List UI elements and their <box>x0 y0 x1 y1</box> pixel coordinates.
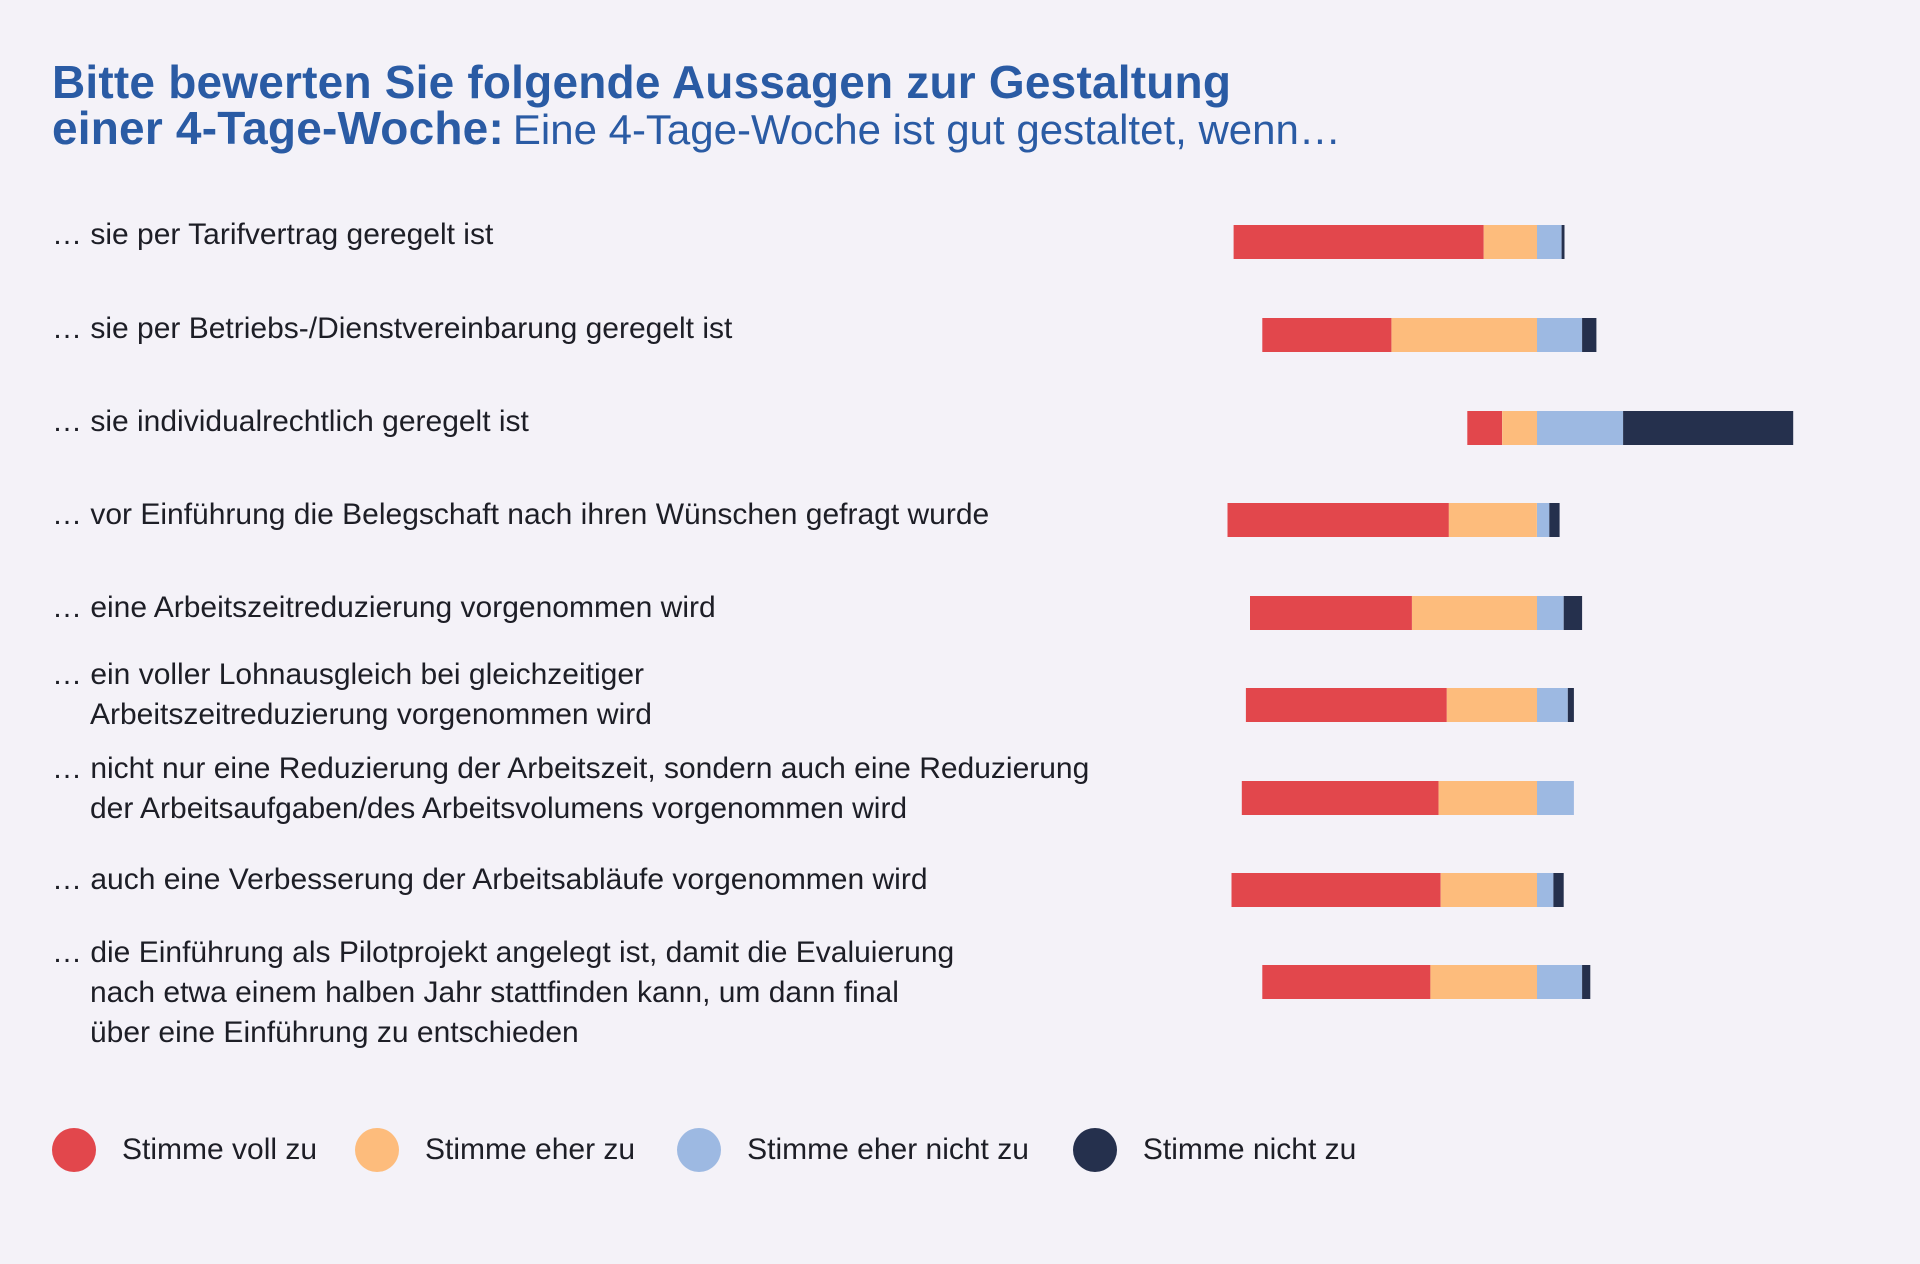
bar-segment <box>1446 688 1537 722</box>
category-label-line: … nicht nur eine Reduzierung der Arbeits… <box>52 752 1090 785</box>
chart-title: Bitte bewerten Sie folgende Aussagen zur… <box>52 59 1552 153</box>
bar-segment <box>1467 411 1503 445</box>
bar-segment <box>1549 503 1560 537</box>
bar-segment <box>1440 873 1537 907</box>
legend-swatch <box>52 1128 96 1172</box>
category-label-line: … sie per Betriebs-/Dienstvereinbarung g… <box>52 312 733 345</box>
legend-label: Stimme voll zu <box>122 1133 318 1166</box>
category-label-line: Arbeitszeitreduzierung vorgenommen wird <box>90 698 652 731</box>
bar-segment <box>1537 411 1624 445</box>
legend-label: Stimme eher nicht zu <box>747 1133 1029 1166</box>
bar-segment <box>1537 965 1583 999</box>
bar-segment <box>1563 596 1583 630</box>
bar-segment <box>1623 411 1794 445</box>
category-label: … die Einführung als Pilotprojekt angele… <box>52 933 1232 1053</box>
category-label-line: … sie individualrechtlich geregelt ist <box>52 405 529 438</box>
bar-segment <box>1483 225 1537 259</box>
bar-segment <box>1448 503 1537 537</box>
bar-segment <box>1537 318 1583 352</box>
legend-item: Stimme voll zu <box>52 1128 317 1172</box>
category-label: … ein voller Lohnausgleich bei gleichzei… <box>52 655 1232 735</box>
legend-item: Stimme eher nicht zu <box>677 1128 1029 1172</box>
category-label-line: über eine Einführung zu entschieden <box>90 1016 579 1049</box>
bar-segment <box>1430 965 1537 999</box>
bar-segment <box>1537 225 1562 259</box>
bar-segment <box>1231 873 1441 907</box>
legend-swatch <box>1072 1128 1117 1172</box>
bar-segment <box>1412 596 1537 630</box>
bar-segment <box>1438 781 1537 815</box>
bar-segment <box>1567 688 1574 722</box>
bar-segment <box>1537 596 1564 630</box>
legend-swatch <box>355 1128 400 1172</box>
chart-legend: Stimme voll zu Stimme eher zu Stimme eher … <box>52 1128 1356 1172</box>
category-label: … sie individualrechtlich geregelt ist <box>52 402 1232 442</box>
legend-label: Stimme nicht zu <box>1142 1133 1357 1166</box>
legend-item: Stimme eher zu <box>355 1128 635 1172</box>
bar-segment <box>1262 318 1392 352</box>
category-label-line: … die Einführung als Pilotprojekt angele… <box>52 936 955 969</box>
legend-label: Stimme eher zu <box>425 1133 636 1166</box>
bar-segment <box>1537 781 1574 815</box>
category-label-line: der Arbeitsaufgaben/des Arbeitsvolumens … <box>90 792 908 825</box>
category-label-line: … auch eine Verbesserung der Arbeitsablä… <box>52 863 928 896</box>
bar-segment <box>1537 688 1568 722</box>
category-label: … sie per Tarifvertrag geregelt ist <box>52 215 1232 255</box>
category-label: … auch eine Verbesserung der Arbeitsablä… <box>52 860 1232 900</box>
bar-segment <box>1502 411 1537 445</box>
bar-segment <box>1233 225 1484 259</box>
category-label-line: … eine Arbeitszeitreduzierung vorgenomme… <box>52 591 716 624</box>
category-label-line: nach etwa einem halben Jahr stattfinden … <box>90 976 899 1009</box>
bar-segment <box>1245 688 1447 722</box>
category-label: … sie per Betriebs-/Dienstvereinbarung g… <box>52 309 1232 349</box>
bar-segment <box>1227 503 1449 537</box>
category-label-line: … ein voller Lohnausgleich bei gleichzei… <box>52 658 645 691</box>
bar-segment <box>1582 965 1591 999</box>
bar-segment <box>1250 596 1412 630</box>
category-label-line: … vor Einführung die Belegschaft nach ih… <box>52 498 990 531</box>
chart-title-rest: Eine 4-Tage-Woche ist gut gestaltet, wen… <box>512 106 1341 153</box>
chart-title-bold-line2: einer 4-Tage-Woche: <box>52 102 504 154</box>
category-label-line: … sie per Tarifvertrag geregelt ist <box>52 218 494 251</box>
bar-segment <box>1241 781 1439 815</box>
bar-segment <box>1262 965 1431 999</box>
chart-title-line2: einer 4-Tage-Woche: Eine 4-Tage-Woche is… <box>52 105 1552 153</box>
bar-segment <box>1537 873 1554 907</box>
bar-segment <box>1553 873 1564 907</box>
category-label: … eine Arbeitszeitreduzierung vorgenomme… <box>52 588 1232 628</box>
category-label: … vor Einführung die Belegschaft nach ih… <box>52 495 1232 535</box>
bar-segment <box>1582 318 1597 352</box>
chart-title-bold-line1: Bitte bewerten Sie folgende Aussagen zur… <box>52 56 1232 108</box>
category-label: … nicht nur eine Reduzierung der Arbeits… <box>52 749 1232 829</box>
legend-swatch <box>677 1128 722 1172</box>
bar-segment <box>1391 318 1537 352</box>
legend-item: Stimme nicht zu <box>1072 1128 1357 1172</box>
bar-segment <box>1561 225 1565 259</box>
bar-segment <box>1537 503 1550 537</box>
